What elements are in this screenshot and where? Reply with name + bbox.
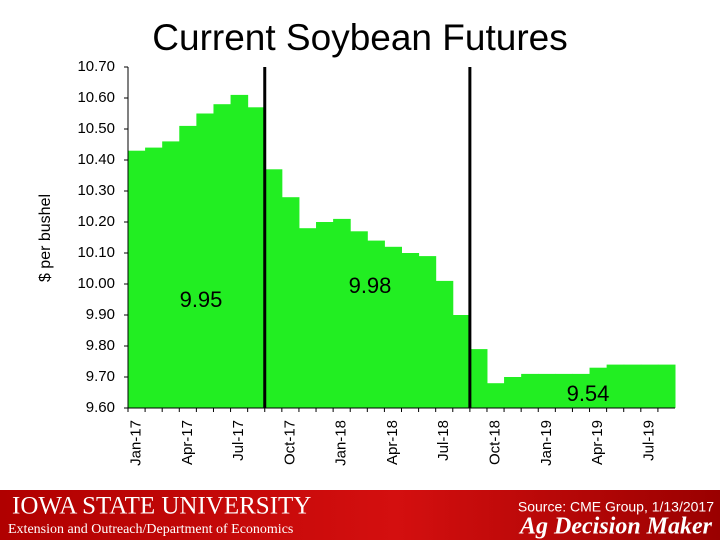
- x-tick-label: Oct-17: [281, 420, 298, 465]
- university: IOWA STATE UNIVERSITY: [12, 493, 311, 520]
- bar: [247, 107, 266, 409]
- x-tick-label: Jan-17: [128, 420, 145, 466]
- annotation: 9.95: [180, 287, 223, 312]
- y-tick-label: 9.90: [86, 306, 115, 323]
- bar: [230, 94, 249, 409]
- x-tick-label: Jul-17: [230, 420, 247, 461]
- y-tick-label: 10.00: [77, 275, 115, 292]
- bar: [196, 113, 214, 408]
- x-tick-label: Jul-19: [640, 420, 657, 461]
- y-tick-label: 10.20: [77, 213, 115, 230]
- department: Extension and Outreach/Department of Eco…: [8, 522, 293, 537]
- bar: [606, 364, 625, 408]
- bar: [538, 373, 556, 408]
- bar: [486, 383, 505, 408]
- annotation: 9.98: [349, 273, 392, 298]
- bar: [367, 240, 385, 408]
- chart-title: Current Soybean Futures: [152, 17, 567, 58]
- bar: [401, 253, 420, 408]
- x-tick-label: Apr-19: [589, 420, 606, 465]
- bar: [145, 147, 163, 408]
- bar: [350, 231, 368, 408]
- bar: [128, 150, 146, 408]
- y-tick-label: 9.70: [86, 368, 115, 385]
- bar: [469, 349, 488, 408]
- y-tick-label: 9.60: [86, 399, 115, 416]
- bar: [418, 256, 437, 408]
- y-tick-label: 9.80: [86, 337, 115, 354]
- y-tick-label: 10.30: [77, 182, 115, 199]
- bar: [452, 315, 471, 408]
- bar: [281, 197, 300, 408]
- bar: [623, 364, 642, 408]
- bar: [555, 373, 573, 408]
- source: Source: CME Group, 1/13/2017: [518, 499, 714, 515]
- bar: [572, 373, 591, 408]
- y-axis-label: $ per bushel: [37, 194, 54, 282]
- bar: [657, 364, 676, 408]
- y-tick-label: 10.60: [77, 89, 115, 106]
- brand: Ag Decision Maker: [518, 514, 713, 540]
- bar: [333, 218, 351, 408]
- x-tick-label: Jan-18: [333, 420, 350, 466]
- y-tick-label: 10.10: [77, 244, 115, 261]
- bar: [640, 364, 659, 408]
- y-tick-label: 10.50: [77, 120, 115, 137]
- bar: [162, 141, 180, 408]
- bar: [504, 377, 522, 408]
- footer-bar: [0, 490, 720, 540]
- bar: [298, 228, 317, 408]
- x-tick-label: Oct-18: [486, 420, 503, 465]
- bar: [521, 373, 539, 408]
- x-tick-label: Apr-18: [384, 420, 401, 465]
- y-tick-label: 10.70: [77, 58, 115, 75]
- bar: [384, 246, 402, 408]
- x-tick-label: Jan-19: [538, 420, 555, 466]
- annotation: 9.54: [567, 381, 610, 406]
- bar: [589, 367, 608, 408]
- bar: [435, 280, 454, 408]
- bar: [316, 222, 334, 408]
- y-tick-label: 10.40: [77, 151, 115, 168]
- bar: [179, 125, 197, 409]
- bar: [264, 169, 283, 408]
- x-tick-label: Jul-18: [435, 420, 452, 461]
- x-tick-label: Apr-17: [179, 420, 196, 465]
- bar: [213, 104, 232, 408]
